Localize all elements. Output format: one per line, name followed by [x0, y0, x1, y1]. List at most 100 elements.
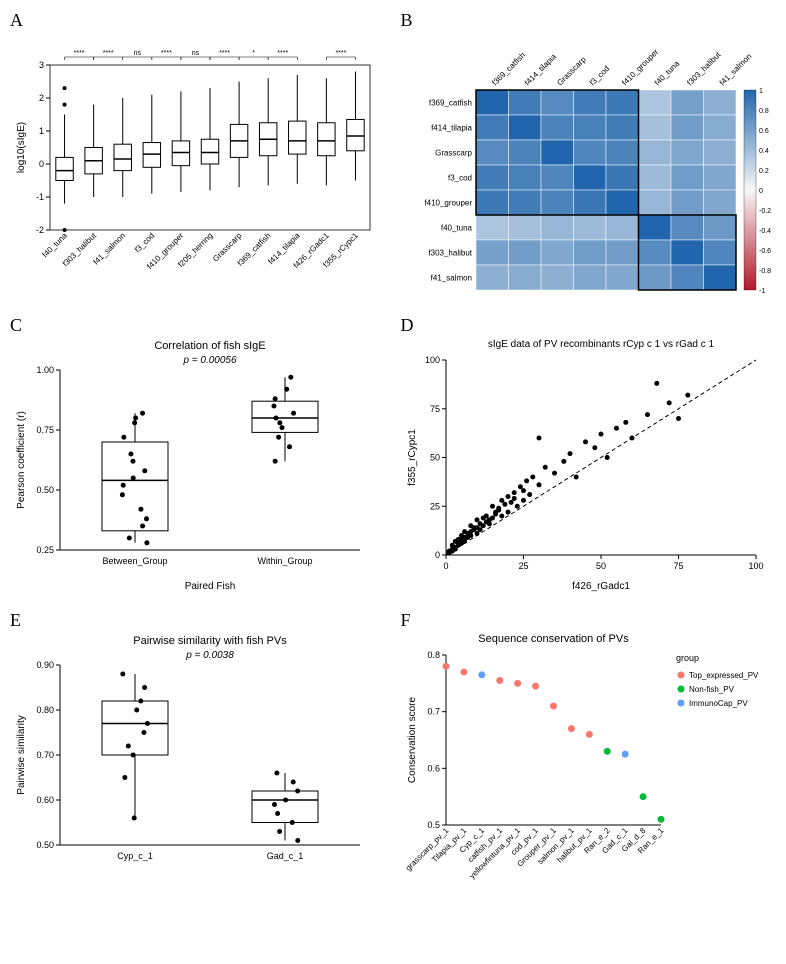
svg-text:ns: ns	[192, 50, 200, 57]
svg-text:Cyp_c_1: Cyp_c_1	[117, 851, 153, 861]
svg-text:0.7: 0.7	[427, 707, 440, 717]
svg-text:f41_salmon: f41_salmon	[717, 52, 753, 88]
svg-text:Grasscarp: Grasscarp	[435, 149, 472, 158]
svg-text:f410_grouper: f410_grouper	[424, 199, 472, 208]
svg-text:75: 75	[429, 404, 439, 414]
panel-f-chart: Sequence conservation of PVs 0.5 0.6 0.7 0.8…	[401, 630, 777, 890]
svg-text:*: *	[252, 50, 255, 57]
svg-text:Within_Group: Within_Group	[257, 556, 312, 566]
figure-grid: A -2 -1 0 1 2 3 log10(sIgE) f40_tuna f303_halibu…	[10, 10, 776, 890]
svg-text:0.50: 0.50	[36, 840, 54, 850]
svg-text:50: 50	[429, 453, 439, 463]
svg-text:log10(sIgE): log10(sIgE)	[16, 122, 27, 173]
svg-text:-0.8: -0.8	[759, 268, 771, 275]
svg-text:0.50: 0.50	[36, 485, 54, 495]
svg-text:100: 100	[424, 355, 439, 365]
svg-text:25: 25	[518, 561, 528, 571]
svg-text:f369_catfish: f369_catfish	[428, 99, 471, 108]
svg-text:25: 25	[429, 501, 439, 511]
svg-text:f355_rCypc1: f355_rCypc1	[407, 429, 418, 486]
svg-text:p = 0.00056: p = 0.00056	[182, 355, 237, 366]
panel-a-chart: -2-10123log10(sIgE)f40_tunaf303_halibutf…	[10, 30, 386, 300]
svg-text:-1: -1	[759, 288, 765, 295]
svg-text:Non-fish_PV: Non-fish_PV	[689, 685, 735, 694]
svg-text:Conservation score: Conservation score	[407, 696, 418, 783]
svg-text:Gad_c_1: Gad_c_1	[267, 851, 304, 861]
svg-text:-0.2: -0.2	[759, 208, 771, 215]
panel-b: B f369_catfishf414_tilapiaGrasscarpf3_co…	[401, 10, 777, 300]
svg-text:0.25: 0.25	[36, 545, 54, 555]
svg-text:****: ****	[74, 50, 85, 57]
svg-text:ns: ns	[134, 50, 142, 57]
svg-text:ImmunoCap_PV: ImmunoCap_PV	[689, 699, 748, 708]
svg-text:-0.4: -0.4	[759, 228, 771, 235]
svg-text:****: ****	[161, 50, 172, 57]
panel-a-label: A	[10, 10, 23, 31]
svg-text:f303_halibut: f303_halibut	[428, 249, 472, 258]
svg-text:Grasscarp: Grasscarp	[555, 55, 588, 88]
svg-text:0.6: 0.6	[759, 128, 769, 135]
svg-text:Correlation of fish sIgE: Correlation of fish sIgE	[154, 340, 265, 352]
svg-text:0: 0	[434, 550, 439, 560]
panel-f-label: F	[401, 610, 411, 631]
svg-text:0.75: 0.75	[36, 425, 54, 435]
svg-text:0.70: 0.70	[36, 750, 54, 760]
svg-text:50: 50	[595, 561, 605, 571]
panel-a: A -2-10123log10(sIgE)f40_tunaf303_halibu…	[10, 10, 386, 300]
svg-text:f40_tuna: f40_tuna	[41, 231, 70, 260]
svg-text:0.80: 0.80	[36, 705, 54, 715]
svg-text:0.4: 0.4	[759, 148, 769, 155]
svg-text:f369_catfish: f369_catfish	[490, 51, 527, 88]
svg-text:f40_tuna: f40_tuna	[440, 224, 472, 233]
svg-text:f414_tilapia: f414_tilapia	[522, 52, 558, 88]
svg-text:****: ****	[219, 50, 230, 57]
svg-text:75: 75	[673, 561, 683, 571]
svg-text:0: 0	[759, 188, 763, 195]
svg-text:1: 1	[39, 126, 44, 136]
svg-text:Paired Fish: Paired Fish	[185, 581, 236, 592]
svg-text:Between_Group: Between_Group	[102, 556, 167, 566]
panel-b-chart: f369_catfishf414_tilapiaGrasscarpf3_codf…	[401, 30, 777, 300]
panel-b-label: B	[401, 10, 413, 31]
svg-text:0.8: 0.8	[759, 108, 769, 115]
svg-text:f414_tilapia: f414_tilapia	[431, 124, 472, 133]
svg-text:2: 2	[39, 93, 44, 103]
svg-text:p = 0.0038: p = 0.0038	[185, 650, 234, 661]
panel-e-chart: Pairwise similarity with fish PVs p = 0.0…	[10, 630, 386, 890]
svg-text:****: ****	[103, 50, 114, 57]
svg-text:f40_tuna: f40_tuna	[652, 59, 681, 88]
svg-text:0: 0	[39, 159, 44, 169]
svg-text:1: 1	[759, 88, 763, 95]
panel-c: C Correlation of fish sIgE p = 0.00056 0.2…	[10, 315, 386, 595]
svg-text:group: group	[676, 653, 699, 663]
svg-text:3: 3	[39, 60, 44, 70]
svg-text:Sequence conservation of PVs: Sequence conservation of PVs	[478, 633, 629, 645]
panel-e-label: E	[10, 610, 21, 631]
svg-text:0.60: 0.60	[36, 795, 54, 805]
svg-text:0.5: 0.5	[427, 820, 440, 830]
svg-text:Pairwise similarity with fish: Pairwise similarity with fish PVs	[133, 635, 287, 647]
svg-text:Pairwise similarity: Pairwise similarity	[16, 715, 27, 794]
svg-text:100: 100	[748, 561, 763, 571]
svg-text:0: 0	[443, 561, 448, 571]
svg-text:-2: -2	[36, 225, 44, 235]
svg-text:f41_salmon: f41_salmon	[430, 274, 471, 283]
svg-text:-0.6: -0.6	[759, 248, 771, 255]
svg-text:Pearson coefficient (r): Pearson coefficient (r)	[16, 411, 27, 509]
panel-d: D sIgE data of PV recombinants rCyp c 1 …	[401, 315, 777, 595]
svg-text:****: ****	[335, 50, 346, 57]
panel-c-chart: Correlation of fish sIgE p = 0.00056 0.25 0…	[10, 335, 386, 595]
svg-text:0.6: 0.6	[427, 763, 440, 773]
svg-text:f3_cod: f3_cod	[133, 231, 156, 254]
svg-text:0.90: 0.90	[36, 660, 54, 670]
svg-text:-1: -1	[36, 192, 44, 202]
svg-text:1.00: 1.00	[36, 365, 54, 375]
svg-text:Top_expressed_PV: Top_expressed_PV	[689, 671, 759, 680]
panel-d-label: D	[401, 315, 414, 336]
svg-text:0.2: 0.2	[759, 168, 769, 175]
svg-text:0.8: 0.8	[427, 650, 440, 660]
svg-text:f3_cod: f3_cod	[447, 174, 471, 183]
svg-text:****: ****	[277, 50, 288, 57]
panel-c-label: C	[10, 315, 22, 336]
panel-e: E Pairwise similarity with fish PVs p = 0…	[10, 610, 386, 890]
